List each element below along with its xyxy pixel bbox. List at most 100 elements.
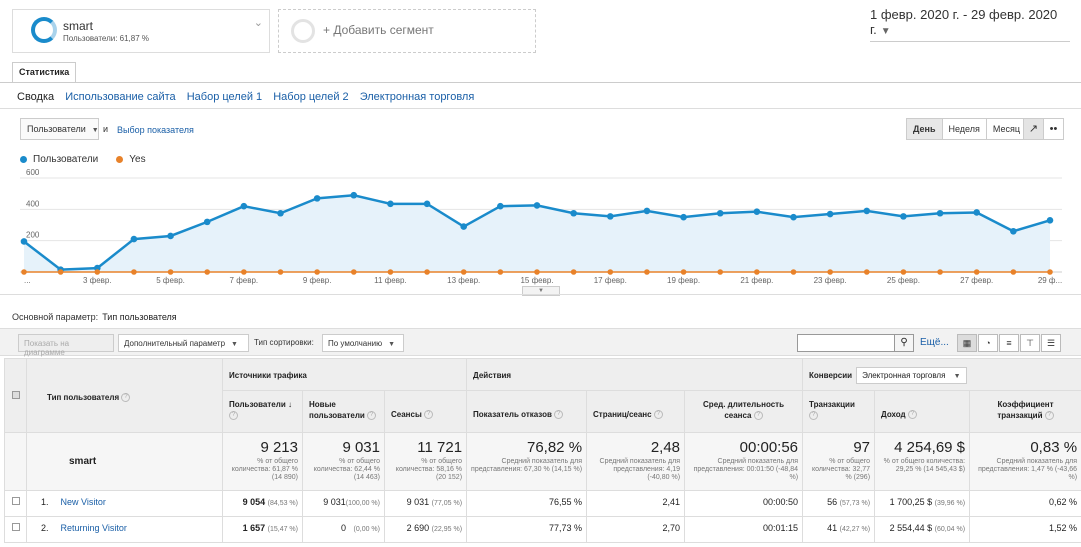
empty-segment-icon [291, 19, 315, 43]
chart-legend: Пользователи Yes [20, 154, 164, 165]
primary-dimension-value[interactable]: Тип пользователя [102, 312, 177, 322]
pivot-view-icon[interactable]: ☰ [1041, 334, 1061, 352]
col-pages-per-session[interactable]: Страниц/сеанс ? [586, 390, 686, 433]
legend-item-yes[interactable]: Yes [116, 154, 146, 165]
col-sessions[interactable]: Сеансы ? [383, 390, 468, 433]
total-users: 9 213 % от общего количества: 61,87 % (14… [222, 432, 303, 491]
select-all-cell [4, 358, 27, 433]
legend-dot-icon [116, 156, 124, 163]
x-tick-label: 27 февр. [960, 276, 993, 285]
legend-label-users: Пользователи [33, 154, 99, 165]
total-pages-value: 2,48 [650, 439, 681, 456]
sort-type-select[interactable]: По умолчанию ▼ [322, 334, 404, 352]
row-transactions: 41 (42,27 %) [802, 516, 876, 543]
users-point [826, 210, 834, 218]
help-icon[interactable]: ? [121, 393, 131, 403]
select-all-checkbox[interactable] [11, 390, 20, 399]
row-select-cell [4, 490, 27, 517]
help-icon[interactable]: ? [367, 411, 377, 421]
legend-item-users[interactable]: Пользователи [20, 154, 98, 165]
table-row: 2. Returning Visitor 1 657 (15,47 %) 0 (0… [4, 516, 1081, 543]
caret-down-icon: ▼ [91, 127, 99, 134]
week-button[interactable]: Неделя [941, 118, 987, 140]
tab-statistics[interactable]: Статистика [12, 62, 77, 82]
chevron-down-icon[interactable]: ⌄ [253, 17, 263, 29]
line-chart-icon[interactable]: ↗ [1023, 118, 1044, 140]
total-bounce-rate-value: 76,82 % [526, 439, 583, 456]
row-new-users: 0 (0,00 %) [302, 516, 385, 543]
row-dimension: 2. Returning Visitor [26, 516, 223, 543]
help-icon[interactable]: ? [753, 411, 763, 421]
dimension-header-label: Тип пользователя [47, 393, 120, 402]
motion-chart-icon[interactable]: •• [1043, 118, 1064, 140]
col-bounce-rate[interactable]: Показатель отказов ? [466, 390, 588, 433]
col-avg-session-duration[interactable]: Сред. длительность сеанса ? [684, 390, 804, 433]
select-metric-link[interactable]: Выбор показателя [117, 125, 194, 135]
subnav-site-usage[interactable]: Использование сайта [65, 91, 176, 103]
search-icon[interactable]: ⚲ [894, 334, 914, 352]
help-icon[interactable]: ? [424, 410, 434, 420]
row-users-value: 1 657 [242, 523, 266, 533]
chart-resize-handle[interactable]: ▼ [522, 286, 560, 296]
add-segment-card[interactable]: + Добавить сегмент [278, 9, 536, 53]
table-search-input[interactable] [797, 334, 895, 352]
col-revenue[interactable]: Доход ? [874, 390, 971, 433]
help-icon[interactable]: ? [229, 411, 238, 421]
month-button[interactable]: Месяц [985, 118, 1028, 140]
row-new-users-pct: (100,00 %) [345, 500, 380, 507]
secondary-dimension-select[interactable]: Дополнительный параметр ▼ [118, 334, 249, 352]
row-checkbox[interactable] [11, 523, 20, 531]
x-tick-label: 7 февр. [230, 276, 259, 285]
yes-point [644, 269, 650, 275]
plot-rows-button[interactable]: Показать на диаграмме [18, 334, 114, 357]
row-sessions-value: 9 031 [406, 497, 430, 507]
help-icon[interactable]: ? [809, 411, 819, 421]
more-link[interactable]: Ещё... [920, 337, 949, 348]
comparison-view-icon[interactable]: ⊤ [1020, 334, 1040, 352]
row-select-cell [4, 516, 27, 543]
users-point [93, 264, 101, 272]
yes-point [424, 269, 430, 275]
sort-type-label: Тип сортировки: [254, 338, 314, 347]
yes-point [241, 269, 247, 275]
col-new-users[interactable]: Новые пользователи ? [302, 390, 385, 433]
total-revenue-value: 4 254,69 $ [894, 439, 966, 456]
row-users-pct: (15,47 %) [267, 526, 298, 533]
help-icon[interactable]: ? [653, 410, 663, 420]
total-duration-value: 00:00:56 [739, 439, 799, 456]
total-bounce-rate: 76,82 % Средний показатель для представле… [466, 432, 588, 491]
col-users[interactable]: Пользователи ↓? [222, 390, 303, 433]
col-transaction-rate[interactable]: Коэффициент транзакций ? [969, 390, 1081, 433]
col-pages-per-session-label: Страниц/сеанс [593, 410, 652, 419]
yes-point [204, 269, 211, 275]
users-point [423, 200, 431, 208]
pie-view-icon[interactable]: ◔ [978, 334, 998, 352]
table-view-icon[interactable]: ▦ [957, 334, 977, 352]
day-button[interactable]: День [906, 118, 943, 140]
total-users-value: 9 213 [260, 439, 298, 456]
metric-select[interactable]: Пользователи ▼ [20, 118, 99, 140]
row-dimension-link[interactable]: Returning Visitor [60, 523, 127, 533]
row-checkbox[interactable] [11, 497, 20, 505]
performance-view-icon[interactable]: ≡ [999, 334, 1019, 352]
users-point [680, 213, 687, 221]
row-dimension-link[interactable]: New Visitor [60, 497, 106, 507]
help-icon[interactable]: ? [1044, 411, 1054, 421]
data-table: Тип пользователя ? Источники трафика Дей… [4, 358, 1081, 543]
col-transactions[interactable]: Транзакции? [802, 390, 876, 433]
row-sessions-pct: (22,95 %) [431, 526, 463, 533]
subnav-ecommerce[interactable]: Электронная торговля [359, 91, 475, 103]
total-rate-note: Средний показатель для представления: 1,… [978, 458, 1078, 481]
users-point [130, 235, 138, 243]
subnav-goal-set-2[interactable]: Набор целей 2 [273, 91, 349, 103]
subnav-goal-set-1[interactable]: Набор целей 1 [186, 91, 263, 103]
help-icon[interactable]: ? [907, 410, 917, 420]
conversion-type-select[interactable]: Электронная торговля ▼ [856, 367, 967, 384]
row-revenue-pct: (39,96 %) [934, 500, 966, 507]
segment-card-smart[interactable]: smart Пользователи: 61,87 % ⌄ [12, 9, 270, 53]
subnav-summary[interactable]: Сводка [17, 91, 55, 103]
yes-point [937, 269, 943, 275]
date-range-picker[interactable]: 1 февр. 2020 г. - 29 февр. 2020 г. ▼ [870, 7, 1070, 42]
row-bounce-rate: 76,55 % [466, 490, 588, 517]
help-icon[interactable]: ? [554, 410, 564, 420]
